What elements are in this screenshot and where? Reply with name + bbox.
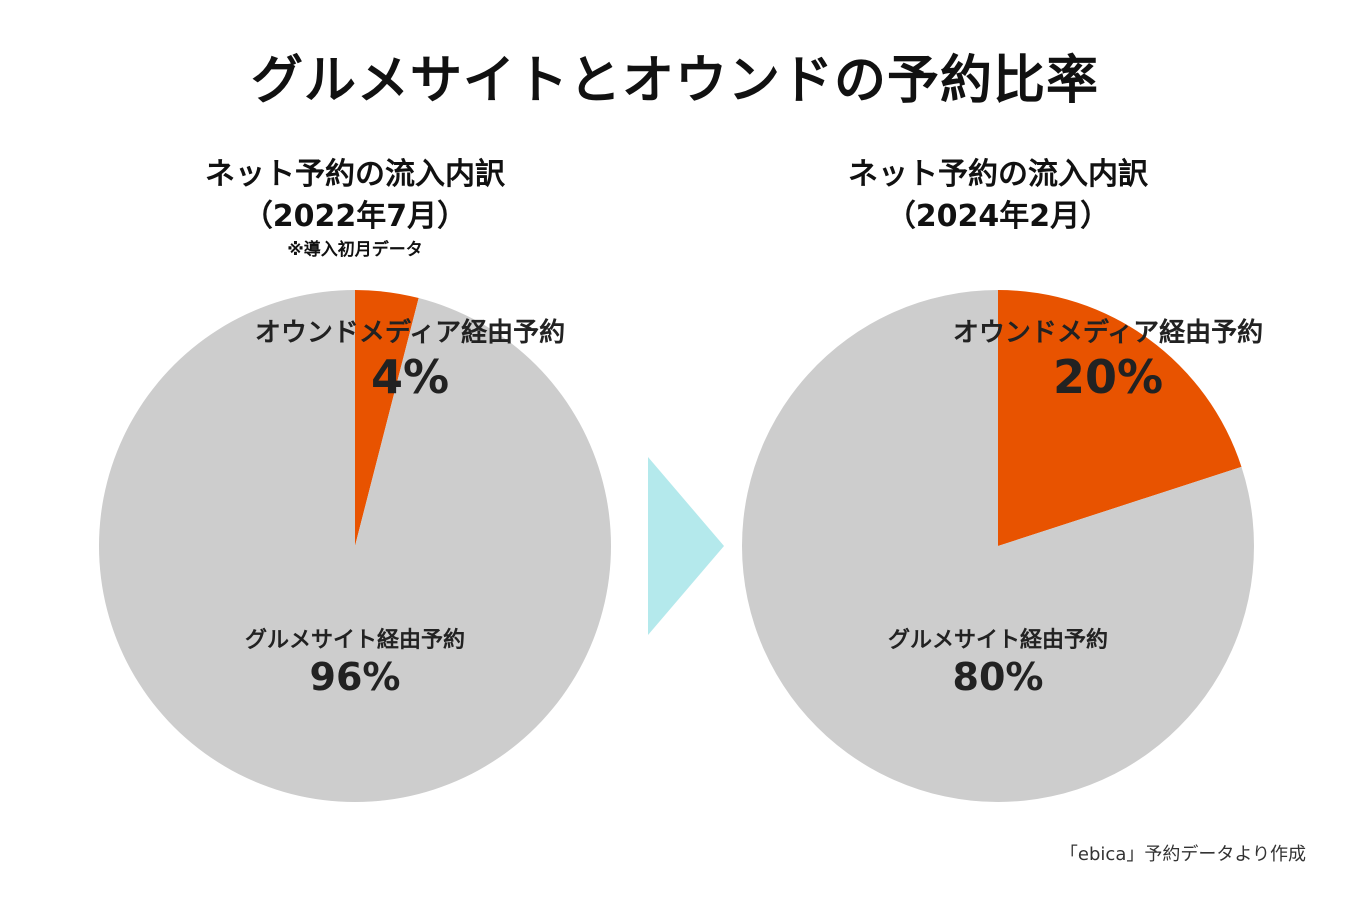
pie-slice-owned-left: [355, 290, 419, 546]
slice-label-gourmet-right: グルメサイト経由予約: [888, 627, 1108, 653]
chart-title-right: ネット予約の流入内訳: [848, 157, 1148, 192]
chart-period-right: （2024年2月）: [885, 199, 1111, 234]
chart-period-left: （2022年7月）: [242, 199, 468, 234]
slice-value-gourmet-left: 96%: [310, 655, 401, 699]
slice-label-owned-left: オウンドメディア経由予約: [255, 317, 565, 348]
slice-label-owned-right: オウンドメディア経由予約: [953, 317, 1263, 348]
slice-value-gourmet-right: 80%: [953, 655, 1044, 699]
chart-note-left: ※導入初月データ: [287, 240, 423, 260]
chart-heading-left: ネット予約の流入内訳 （2022年7月） ※導入初月データ: [125, 154, 585, 262]
source-note: 「ebica」予約データより作成: [1059, 844, 1306, 865]
slice-label-gourmet-left: グルメサイト経由予約: [245, 627, 465, 653]
slice-value-owned-left: 4%: [371, 350, 449, 404]
pie-slice-gourmet-right: [742, 290, 1254, 802]
pie-slice-gourmet-left: [98, 290, 611, 802]
pie-slice-owned-right: [998, 290, 1242, 546]
slice-value-owned-right: 20%: [1053, 350, 1163, 404]
chart-title-left: ネット予約の流入内訳: [205, 157, 505, 192]
page-title: グルメサイトとオウンドの予約比率: [250, 51, 1099, 111]
chart-heading-right: ネット予約の流入内訳 （2024年2月）: [768, 154, 1228, 238]
